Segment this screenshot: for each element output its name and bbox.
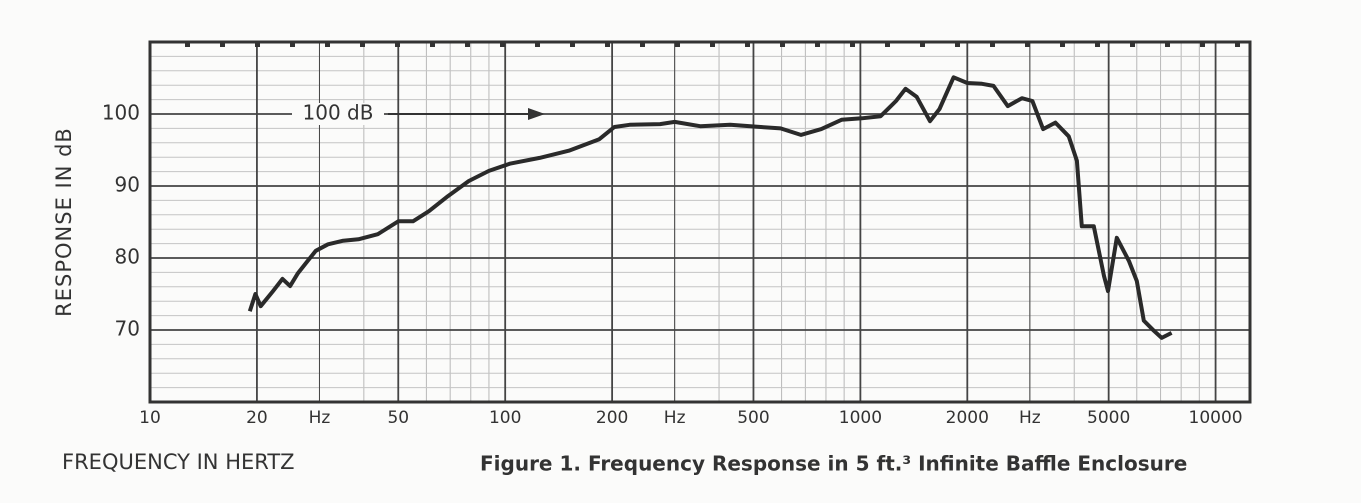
frame-notch <box>1025 41 1030 47</box>
frame-notch <box>675 41 680 47</box>
frame-notch <box>1200 41 1205 47</box>
arrow-head <box>528 108 545 120</box>
frame-notch <box>1060 41 1065 47</box>
frame-notch <box>220 41 225 47</box>
frame-notch <box>255 41 260 47</box>
frame-notch <box>185 41 190 47</box>
frame-notch <box>955 41 960 47</box>
frame-notch <box>640 41 645 47</box>
x-tick-label: 1000 <box>839 408 882 428</box>
x-tick-label: 20 <box>246 408 268 428</box>
annotation-bg <box>292 103 384 125</box>
frame-notch <box>990 41 995 47</box>
x-tick-label: 5000 <box>1087 408 1130 428</box>
frame-notch <box>465 41 470 47</box>
frame-notch <box>850 41 855 47</box>
x-tick-label: 50 <box>387 408 409 428</box>
frame-notch <box>710 41 715 47</box>
frame-notch <box>430 41 435 47</box>
x-tick-label: 2000 <box>946 408 989 428</box>
chart-title: Figure 1. Frequency Response in 5 ft.³ I… <box>480 452 1187 476</box>
frame-notch <box>360 41 365 47</box>
frame-notch <box>1095 41 1100 47</box>
frame-notch <box>500 41 505 47</box>
x-tick-label: Hz <box>664 408 686 428</box>
frame-notch <box>605 41 610 47</box>
frame-notch <box>780 41 785 47</box>
frame-notch <box>535 41 540 47</box>
y-axis-label: RESPONSE IN dB <box>52 127 76 317</box>
x-axis-label: FREQUENCY IN HERTZ <box>62 450 295 474</box>
x-tick-label: 10000 <box>1189 408 1243 428</box>
x-tick-label: 100 <box>489 408 521 428</box>
frame-notch <box>1130 41 1135 47</box>
y-tick-label: 70 <box>115 317 140 341</box>
frame-notch <box>920 41 925 47</box>
frame-notch <box>1165 41 1170 47</box>
y-tick-label: 100 <box>102 101 140 125</box>
frame-notch <box>1235 41 1240 47</box>
x-tick-label: 200 <box>596 408 628 428</box>
frame-notch <box>815 41 820 47</box>
frame-notch <box>570 41 575 47</box>
annotation: 100 dB <box>303 101 374 125</box>
frame-notch <box>885 41 890 47</box>
frame-notch <box>745 41 750 47</box>
y-tick-label: 80 <box>115 245 140 269</box>
frame-notch <box>395 41 400 47</box>
x-tick-label: Hz <box>309 408 331 428</box>
x-tick-label: Hz <box>1019 408 1041 428</box>
frame-notch <box>325 41 330 47</box>
plot-frame <box>148 40 1252 404</box>
y-tick-label: 90 <box>115 173 140 197</box>
x-tick-label: 10 <box>139 408 161 428</box>
response-line <box>247 75 1173 340</box>
x-tick-label: 500 <box>737 408 769 428</box>
frame-notch <box>290 41 295 47</box>
